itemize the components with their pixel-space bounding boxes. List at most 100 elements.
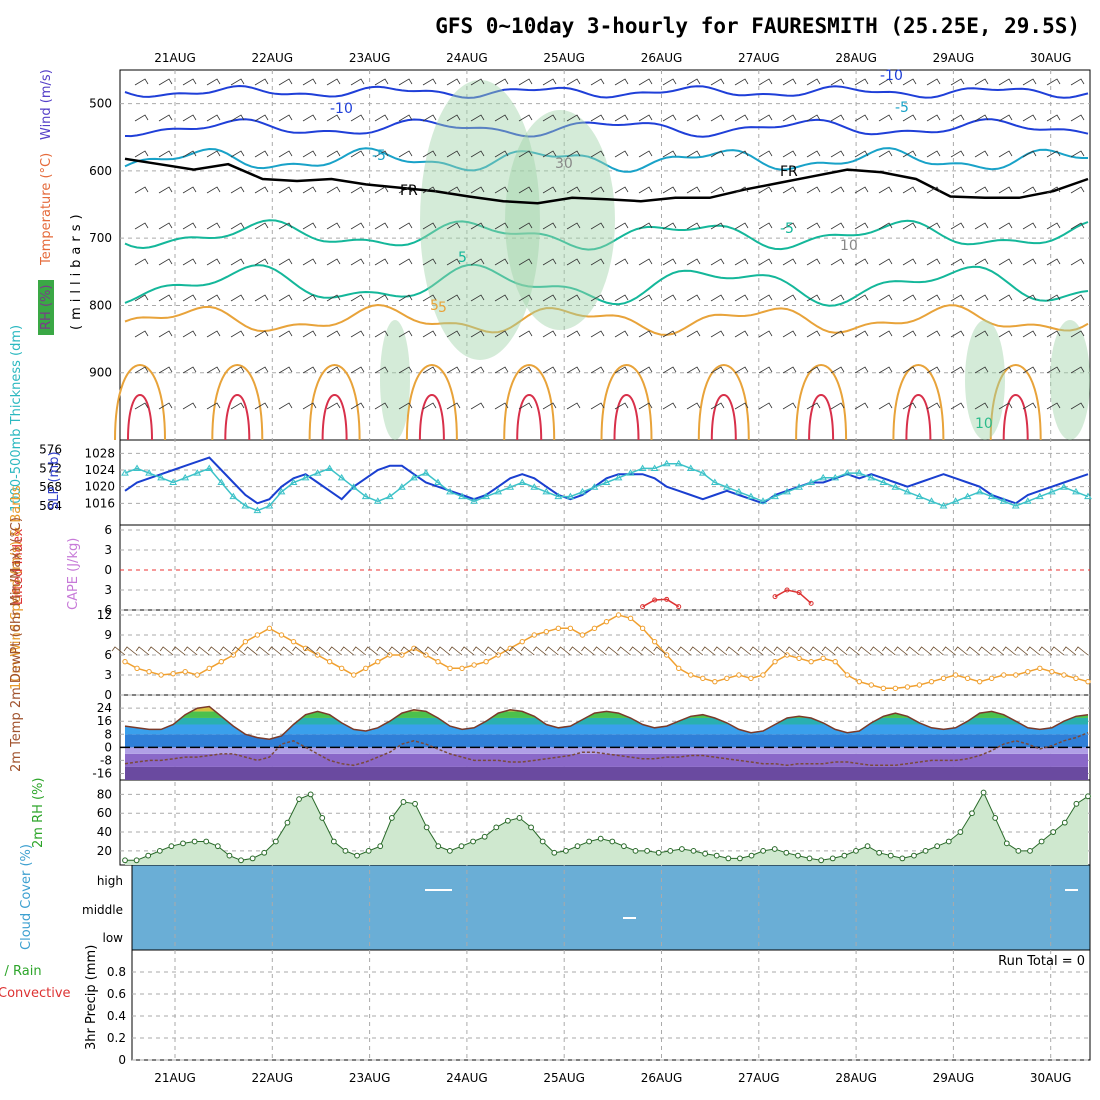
wind-barb [374,258,389,266]
wind-barb [350,186,365,194]
wind-barb [470,222,485,230]
rh-point [609,838,616,845]
wind-barb [998,150,1013,158]
wind-barb [806,366,821,374]
wind-barb [494,186,509,194]
thickness-point [867,473,876,481]
surface-temp-arch [697,364,750,441]
wind-barb [614,186,629,194]
rh-point [748,852,755,859]
wind-barb [518,294,533,302]
wind-speed-point [1049,668,1055,675]
wind-speed-point [904,684,911,690]
wind-barb [398,78,413,86]
rh-point [969,810,975,817]
wind-barb [446,402,461,410]
wind-barb [446,222,461,230]
rh-shading [420,80,540,360]
wind-barb [278,114,293,122]
wind-speed-point [712,678,718,685]
wind-barb [494,366,509,374]
wind-barb [182,258,197,266]
rh-point [365,847,372,854]
temperature-contour [124,219,1089,251]
temp-line [124,705,1089,740]
wind-speed-point [122,658,128,665]
wind-barb [446,78,461,86]
wind-barb [926,186,941,194]
wind-barb [470,186,485,194]
wind-barb-10m [605,646,619,656]
wind-barb [878,330,893,338]
wind-barb [158,366,173,374]
rh-point [597,835,604,842]
wind-barb-10m [328,646,342,656]
thickness-point [205,464,214,471]
wind-barb [734,294,749,302]
surface-temp-arch [613,394,640,441]
wind-barb [1046,78,1061,86]
wind-barb-10m [496,646,511,656]
wind-speed-point [555,625,562,632]
wind-barb [926,366,941,374]
wind-barb-10m [689,646,704,656]
ylabel-cape: CAPE (J/kg) [66,538,81,610]
rh-point [354,852,360,859]
wind-barb [542,258,557,266]
legend-total-rain: Total / Rain [0,964,42,979]
wind-barb [134,114,149,122]
wind-barb [854,330,869,338]
wind-barb [1070,402,1085,410]
rh-point [655,849,662,856]
rh-point [180,840,186,847]
wind-barb [182,294,197,302]
wind-barb [470,78,485,86]
wind-barb [398,222,413,230]
wind-barb [326,186,341,194]
wind-barb [590,222,605,230]
wind-barb-10m [545,646,559,656]
wind-speed-point [170,670,176,677]
wind-barb [830,78,845,86]
precip-tick: 0.4 [107,1009,126,1023]
wind-barb [782,294,797,302]
thickness-point [1011,501,1020,509]
wind-barb-10m [629,646,643,656]
wind-barb [758,78,773,86]
wind-barb [806,186,821,194]
wind-barb [422,402,437,410]
thickness-point [747,492,755,500]
thickness-point [590,483,599,490]
wind-barb [542,366,557,374]
wind-speed-point [302,645,309,652]
wind-barb-10m [785,646,800,656]
rh-tick: 20 [97,844,112,858]
thickness-point [650,464,659,471]
surface-temp-arch [710,394,737,441]
thickness-point [181,473,190,481]
thickness-point [446,487,454,495]
wind-barb-10m [966,646,980,656]
thickness-point [939,501,948,509]
wind-tick: 6 [104,648,112,662]
wind-barb [878,366,893,374]
date-label-bottom: 24AUG [446,1071,488,1085]
wind-barb [662,258,677,266]
wind-barb-10m [484,646,499,656]
wind-barb [542,78,557,86]
rh-point [1073,800,1080,807]
wind-barb-10m [569,646,583,656]
wind-barb-10m [424,646,439,656]
rh-point [203,838,210,845]
wind-barb [686,294,701,302]
rh-point [957,829,964,835]
wind-barb [1022,114,1037,122]
wind-speed-point [146,668,152,675]
wind-barb [998,258,1013,266]
wind-barb [302,186,317,194]
wind-barb [950,294,965,302]
rh-point [829,855,836,862]
wind-speed-point [615,612,622,618]
wind-speed-point [567,625,574,632]
wind-barb [134,258,149,266]
